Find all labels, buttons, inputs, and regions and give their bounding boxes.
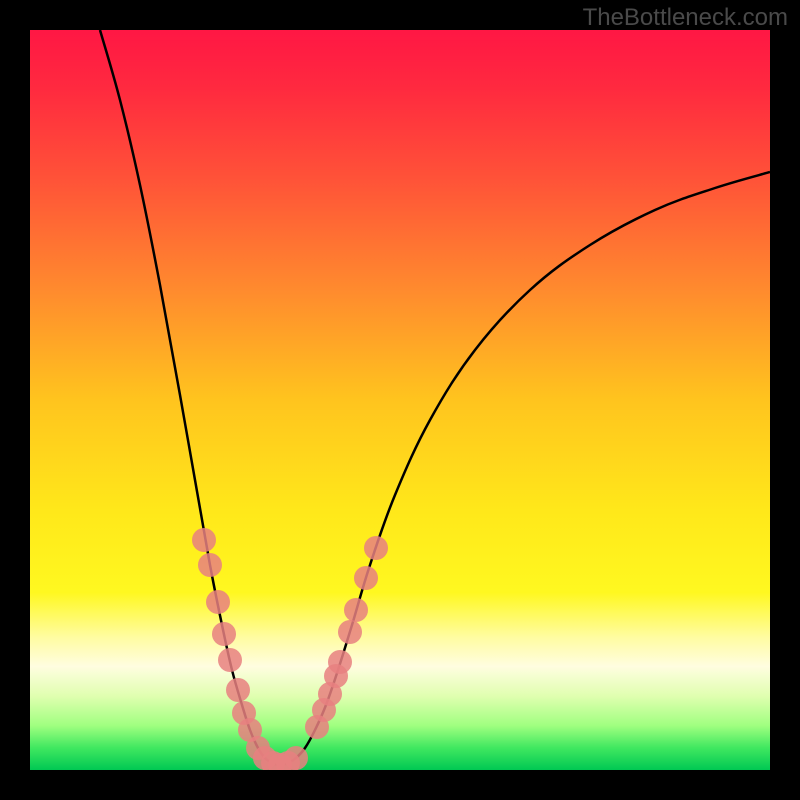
data-marker [344, 598, 368, 622]
data-marker [218, 648, 242, 672]
gradient-background [30, 30, 770, 770]
data-marker [328, 650, 352, 674]
data-marker [338, 620, 362, 644]
data-marker [206, 590, 230, 614]
data-marker [198, 553, 222, 577]
chart-plot-area [30, 30, 770, 770]
data-marker [284, 746, 308, 770]
data-marker [212, 622, 236, 646]
bottleneck-curve-chart [30, 30, 770, 770]
data-marker [364, 536, 388, 560]
data-marker [354, 566, 378, 590]
data-marker [192, 528, 216, 552]
watermark-text: TheBottleneck.com [583, 4, 788, 32]
data-marker [226, 678, 250, 702]
